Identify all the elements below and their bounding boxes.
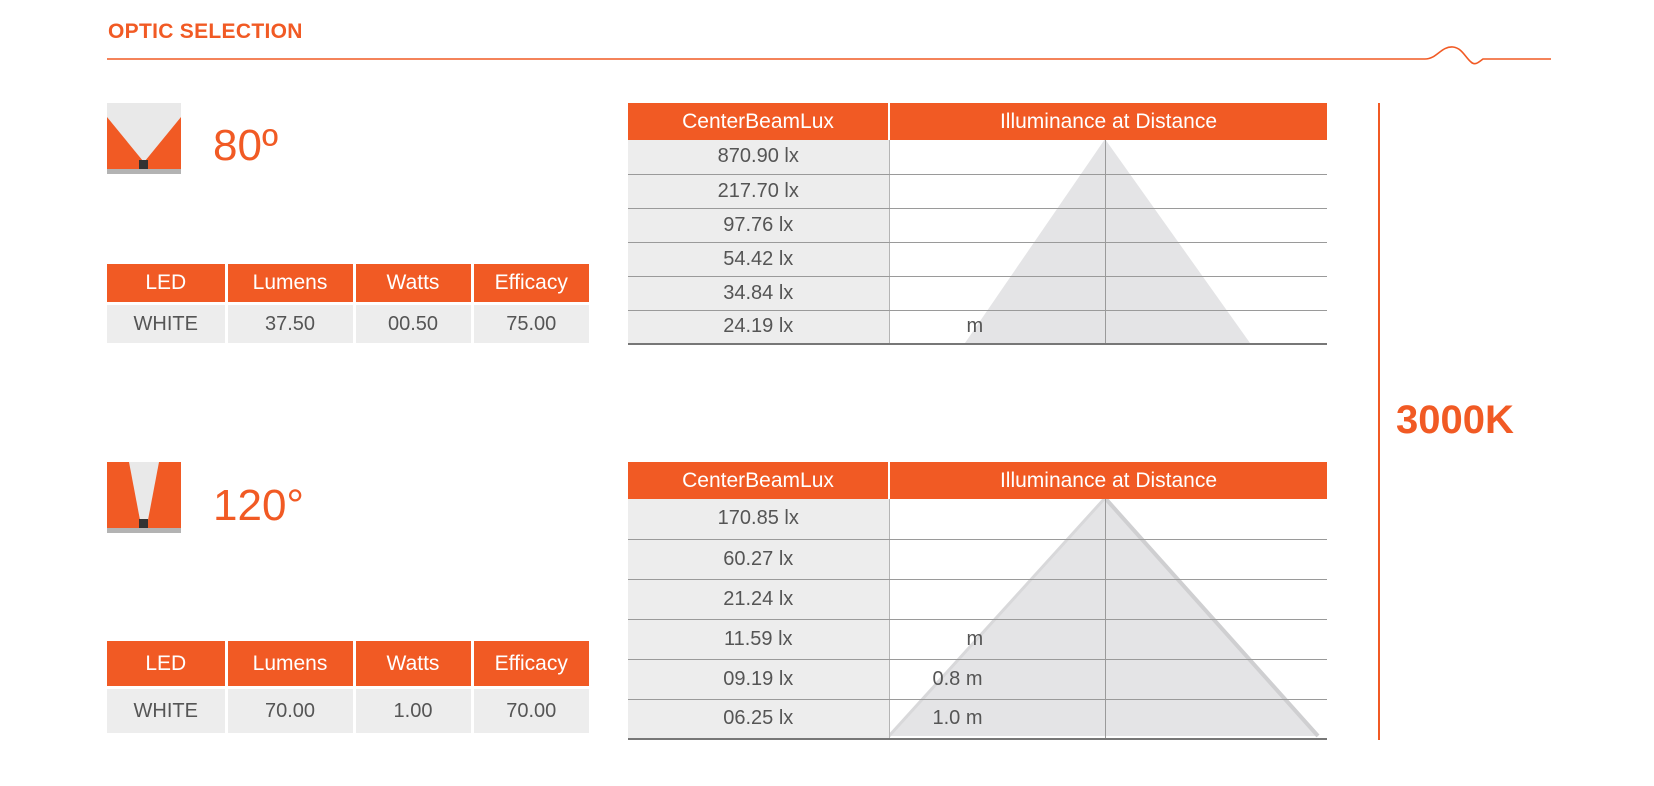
distance-cell [1104,619,1327,660]
distance-label: 0.8 m [889,659,1105,700]
lux-value: 60.27 lx [628,539,890,580]
led-value: WHITE [107,302,228,343]
distance-label [889,579,1105,620]
col-efficacy: Efficacy [472,641,589,688]
illuminance-table-120: CenterBeamLux Illuminance at Distance 17… [628,462,1327,740]
beam-120-icon [107,462,181,533]
lumens-value: 70.00 [226,686,356,733]
col-illuminance: Illuminance at Distance [889,103,1327,140]
lux-value: 170.85 lx [628,499,890,540]
table-row: 34.84 lx [628,276,1327,311]
col-lumens: Lumens [226,641,356,688]
distance-label [889,276,1105,311]
color-temperature-label: 3000K [1396,398,1514,442]
lux-value: 217.70 lx [628,174,890,209]
beam-angle-label: 80º [213,121,279,170]
vertical-divider [1378,103,1380,740]
lux-value: 34.84 lx [628,276,890,311]
spec-header-row: LED Lumens Watts Efficacy [107,264,589,304]
distance-label: m [889,619,1105,660]
efficacy-value: 70.00 [472,686,589,733]
col-led: LED [107,641,228,688]
distance-label [889,174,1105,209]
distance-cell [1104,310,1327,345]
lumens-value: 37.50 [226,302,356,343]
distance-cell [1104,174,1327,209]
col-center-beam-lux: CenterBeamLux [628,462,890,499]
distance-label: m [889,310,1105,345]
table-row: 60.27 lx [628,539,1327,580]
distance-cell [1104,276,1327,311]
distance-cell [1104,208,1327,243]
distance-cell [1104,539,1327,580]
led-value: WHITE [107,686,228,733]
distance-cell [1104,659,1327,700]
lux-header-row: CenterBeamLux Illuminance at Distance [628,103,1327,140]
spec-table: LED Lumens Watts Efficacy WHITE 70.00 1.… [107,641,589,733]
table-row: 24.19 lx m [628,310,1327,345]
table-row: 21.24 lx [628,579,1327,620]
beam-angle-label: 120° [213,481,305,530]
col-watts: Watts [354,264,474,304]
distance-label: 1.0 m [889,699,1105,740]
table-row: 217.70 lx [628,174,1327,209]
distance-label [889,208,1105,243]
col-illuminance: Illuminance at Distance [889,462,1327,499]
lux-value: 54.42 lx [628,242,890,277]
lux-value: 24.19 lx [628,310,890,345]
table-row: WHITE 37.50 00.50 75.00 [107,302,589,343]
distance-label [889,140,1105,175]
lux-value: 21.24 lx [628,579,890,620]
col-lumens: Lumens [226,264,356,304]
lux-value: 870.90 lx [628,140,890,175]
lux-value: 09.19 lx [628,659,890,700]
table-row: 11.59 lx m [628,619,1327,660]
col-center-beam-lux: CenterBeamLux [628,103,890,140]
lux-header-row: CenterBeamLux Illuminance at Distance [628,462,1327,499]
spec-header-row: LED Lumens Watts Efficacy [107,641,589,688]
distance-label [889,242,1105,277]
table-row: 06.25 lx 1.0 m [628,699,1327,740]
distance-cell [1104,699,1327,740]
spec-table: LED Lumens Watts Efficacy WHITE 37.50 00… [107,264,589,343]
section-title: OPTIC SELECTION [108,20,303,43]
table-row: 54.42 lx [628,242,1327,277]
col-watts: Watts [354,641,474,688]
watts-value: 00.50 [354,302,474,343]
title-rule [107,46,1551,65]
distance-label [889,499,1105,540]
watts-value: 1.00 [354,686,474,733]
distance-cell [1104,140,1327,175]
efficacy-value: 75.00 [472,302,589,343]
lux-value: 11.59 lx [628,619,890,660]
beam-80-icon [107,103,181,174]
table-row: 09.19 lx 0.8 m [628,659,1327,700]
distance-cell [1104,242,1327,277]
distance-label [889,539,1105,580]
table-row: WHITE 70.00 1.00 70.00 [107,686,589,733]
lux-value: 06.25 lx [628,699,890,740]
table-row: 870.90 lx [628,140,1327,175]
illuminance-table-80: CenterBeamLux Illuminance at Distance 87… [628,103,1327,345]
col-led: LED [107,264,228,304]
distance-cell [1104,579,1327,620]
table-row: 170.85 lx [628,499,1327,540]
table-row: 97.76 lx [628,208,1327,243]
lux-value: 97.76 lx [628,208,890,243]
col-efficacy: Efficacy [472,264,589,304]
distance-cell [1104,499,1327,540]
